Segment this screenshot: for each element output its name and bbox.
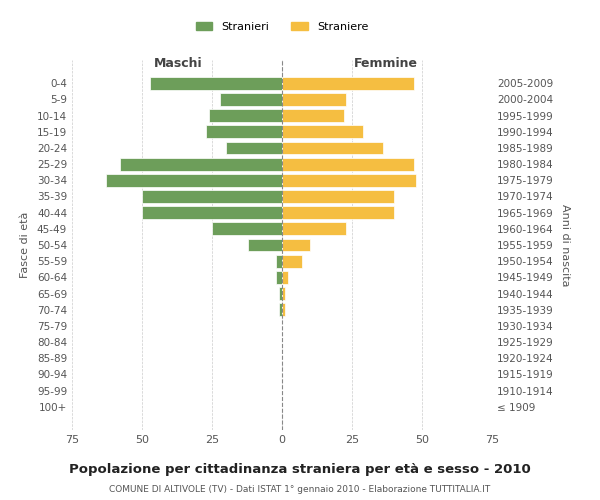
Bar — [226, 142, 282, 154]
Bar — [106, 174, 282, 187]
Legend: Stranieri, Straniere: Stranieri, Straniere — [191, 18, 373, 36]
Bar — [282, 254, 302, 268]
Bar — [209, 109, 282, 122]
Text: Popolazione per cittadinanza straniera per età e sesso - 2010: Popolazione per cittadinanza straniera p… — [69, 464, 531, 476]
Bar — [248, 238, 282, 252]
Bar — [282, 93, 346, 106]
Bar — [142, 206, 282, 219]
Bar — [277, 254, 282, 268]
Bar — [151, 77, 282, 90]
Text: COMUNE DI ALTIVOLE (TV) - Dati ISTAT 1° gennaio 2010 - Elaborazione TUTTITALIA.I: COMUNE DI ALTIVOLE (TV) - Dati ISTAT 1° … — [109, 486, 491, 494]
Bar — [282, 77, 413, 90]
Bar — [142, 190, 282, 203]
Bar — [212, 222, 282, 235]
Bar — [282, 303, 285, 316]
Bar — [282, 142, 383, 154]
Bar — [282, 190, 394, 203]
Y-axis label: Anni di nascita: Anni di nascita — [560, 204, 570, 286]
Bar — [282, 271, 287, 284]
Bar — [282, 238, 310, 252]
Bar — [282, 206, 394, 219]
Bar — [282, 287, 285, 300]
Bar — [206, 126, 282, 138]
Bar — [220, 93, 282, 106]
Bar — [279, 287, 282, 300]
Bar — [277, 271, 282, 284]
Bar — [282, 126, 363, 138]
Text: Maschi: Maschi — [154, 58, 203, 70]
Bar — [279, 303, 282, 316]
Bar — [282, 109, 344, 122]
Text: Femmine: Femmine — [353, 58, 418, 70]
Bar — [282, 174, 416, 187]
Bar — [282, 158, 413, 170]
Bar — [119, 158, 282, 170]
Bar — [282, 222, 346, 235]
Y-axis label: Fasce di età: Fasce di età — [20, 212, 30, 278]
